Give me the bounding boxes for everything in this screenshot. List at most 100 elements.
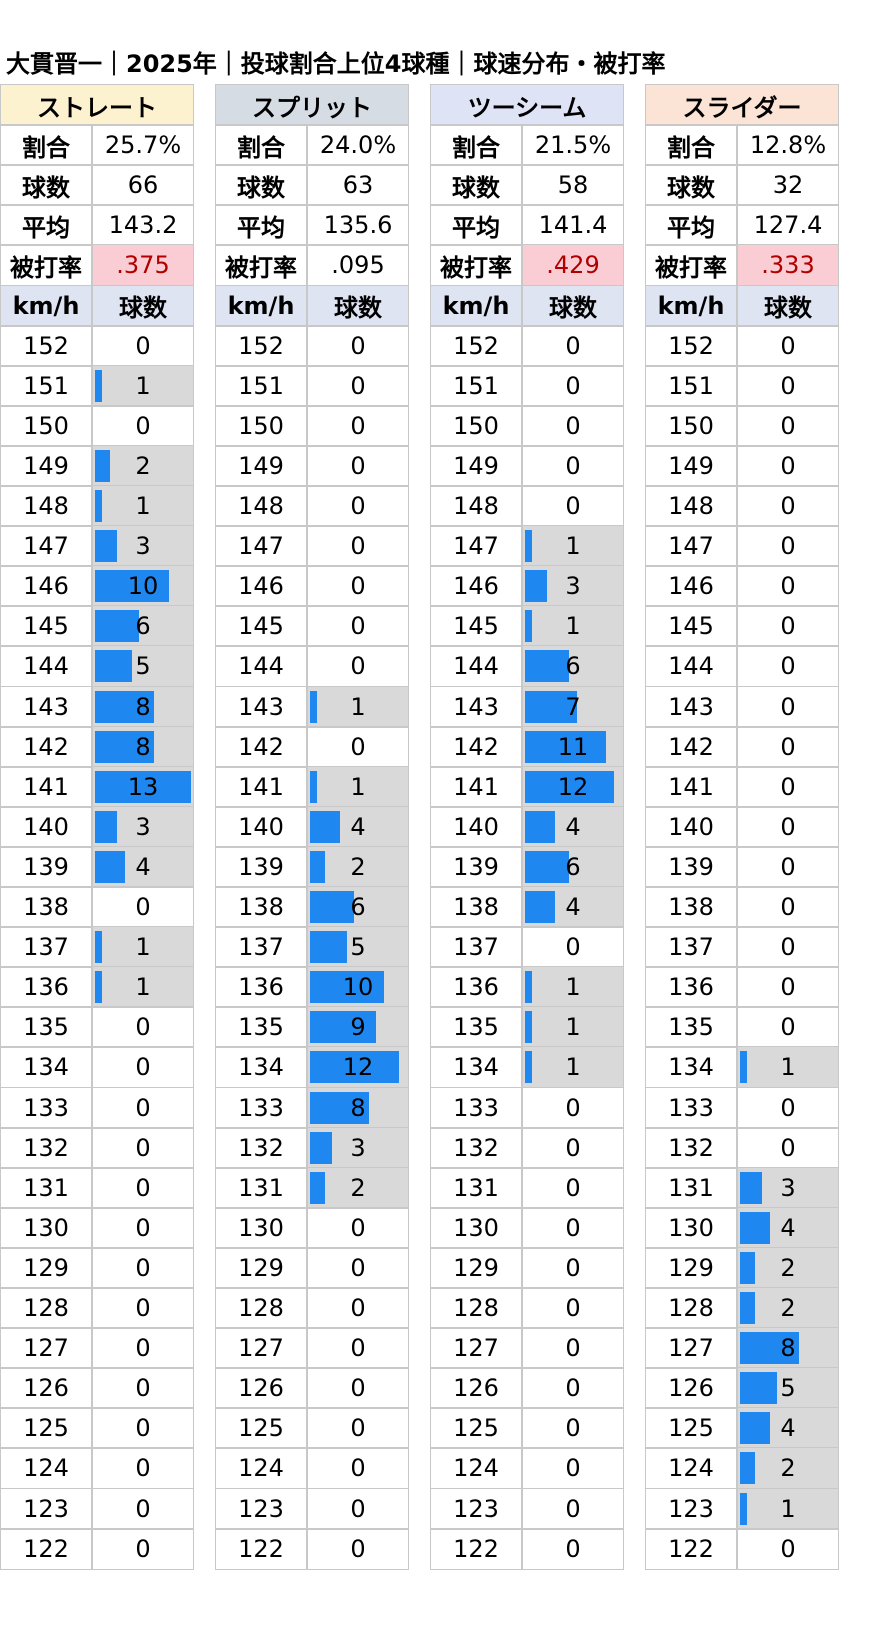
count-cell: 8	[92, 685, 194, 728]
count-cell: 1	[92, 966, 194, 1009]
count-data-label: 0	[135, 893, 151, 921]
count-cell: 0	[737, 886, 839, 928]
count-data-label: 0	[565, 1494, 581, 1523]
stat-value-avg: 127.4	[737, 204, 839, 247]
speed-bar	[525, 1011, 532, 1044]
speed-tick-label: 137	[215, 926, 307, 969]
speed-tick-label: 133	[0, 1086, 92, 1129]
stat-label-count: 球数	[645, 164, 737, 207]
speed-tick-label: 130	[645, 1206, 737, 1249]
speed-bar	[310, 1011, 376, 1044]
count-data-label: 0	[350, 532, 366, 561]
speed-tick-label: 135	[430, 1006, 522, 1049]
speed-tick-label: 148	[645, 485, 737, 527]
stat-label-ratio: 割合	[215, 124, 307, 167]
stat-label-avg: 平均	[645, 204, 737, 247]
speed-tick-label: 126	[215, 1367, 307, 1410]
speed-bar	[95, 730, 154, 763]
speed-tick-label: 138	[645, 886, 737, 928]
count-cell: 0	[307, 1287, 409, 1329]
count-data-label: 12	[557, 772, 589, 801]
speed-tick-label: 134	[430, 1046, 522, 1089]
speed-tick-label: 132	[0, 1126, 92, 1169]
speed-tick-label: 125	[215, 1407, 307, 1450]
count-data-label: 1	[565, 612, 581, 641]
speed-bar	[310, 1131, 332, 1164]
count-cell: 0	[737, 565, 839, 608]
count-cell: 1	[737, 1046, 839, 1089]
count-data-label: 0	[565, 1173, 581, 1202]
count-data-label: 0	[350, 331, 366, 360]
count-data-label: 0	[135, 411, 151, 440]
speed-tick-label: 152	[0, 324, 92, 367]
speed-tick-label: 151	[430, 364, 522, 407]
speed-tick-label: 138	[430, 886, 522, 928]
speed-tick-label: 150	[430, 404, 522, 447]
count-cell: 1	[522, 605, 624, 648]
speed-column-header: km/h	[430, 284, 522, 327]
stat-value-babip: .429	[522, 244, 624, 287]
count-cell: 6	[92, 605, 194, 648]
speed-bar	[95, 770, 191, 803]
speed-tick-label: 136	[430, 966, 522, 1009]
speed-tick-label: 147	[430, 525, 522, 568]
speed-tick-label: 131	[0, 1166, 92, 1209]
count-data-label: 8	[780, 1334, 796, 1363]
count-cell: 0	[307, 1487, 409, 1530]
count-cell: 0	[522, 1206, 624, 1249]
count-cell: 0	[737, 605, 839, 648]
stat-value-ratio: 25.7%	[92, 124, 194, 167]
count-cell: 0	[522, 1527, 624, 1570]
count-cell: 0	[92, 1046, 194, 1089]
count-cell: 6	[522, 645, 624, 688]
count-data-label: 8	[350, 1093, 366, 1122]
speed-tick-label: 129	[215, 1246, 307, 1289]
stat-value-avg: 143.2	[92, 204, 194, 247]
count-cell: 0	[737, 685, 839, 728]
count-data-label: 0	[565, 1454, 581, 1483]
count-cell: 2	[307, 845, 409, 888]
count-data-label: 0	[780, 772, 796, 801]
speed-tick-label: 133	[215, 1086, 307, 1129]
speed-tick-label: 124	[0, 1447, 92, 1490]
stat-label-ratio: 割合	[645, 124, 737, 167]
stat-value-babip: .333	[737, 244, 839, 287]
count-cell: 5	[92, 645, 194, 688]
count-cell: 6	[307, 886, 409, 928]
count-cell: 0	[522, 364, 624, 407]
speed-bar	[740, 1051, 747, 1084]
speed-bar	[310, 1091, 369, 1124]
count-cell: 0	[522, 1327, 624, 1370]
speed-tick-label: 132	[430, 1126, 522, 1169]
speed-tick-label: 135	[215, 1006, 307, 1049]
count-data-label: 0	[780, 331, 796, 360]
count-cell: 13	[92, 765, 194, 808]
speed-tick-label: 142	[0, 725, 92, 768]
count-cell: 2	[92, 444, 194, 487]
count-cell: 0	[737, 1086, 839, 1129]
count-data-label: 0	[780, 612, 796, 641]
count-cell: 0	[307, 1367, 409, 1410]
count-data-label: 8	[135, 732, 151, 761]
count-cell: 3	[92, 805, 194, 848]
count-data-label: 2	[350, 1173, 366, 1202]
count-data-label: 4	[135, 852, 151, 881]
speed-tick-label: 122	[645, 1527, 737, 1570]
count-cell: 5	[307, 926, 409, 969]
speed-tick-label: 122	[0, 1527, 92, 1570]
count-cell: 3	[522, 565, 624, 608]
count-cell: 0	[307, 645, 409, 688]
count-data-label: 3	[350, 1133, 366, 1162]
speed-tick-label: 141	[0, 765, 92, 808]
speed-tick-label: 139	[0, 845, 92, 888]
count-data-label: 5	[780, 1374, 796, 1403]
count-cell: 3	[92, 525, 194, 568]
speed-tick-label: 134	[0, 1046, 92, 1089]
speed-tick-label: 126	[0, 1367, 92, 1410]
count-data-label: 0	[780, 451, 796, 480]
count-data-label: 0	[780, 692, 796, 721]
speed-bar	[740, 1171, 762, 1204]
count-data-label: 1	[135, 933, 151, 962]
count-data-label: 1	[565, 532, 581, 561]
count-cell: 10	[307, 966, 409, 1009]
